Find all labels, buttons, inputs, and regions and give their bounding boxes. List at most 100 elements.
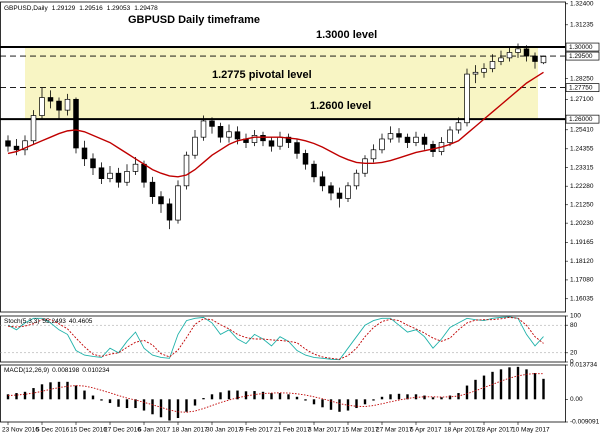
candle-body (515, 48, 521, 53)
level-label: 1.29500 (569, 53, 593, 60)
y-tick-label: 100 (570, 313, 581, 320)
macd-bar (202, 398, 205, 400)
macd-bar (491, 371, 494, 400)
candle-body (132, 163, 139, 172)
macd-bar (117, 399, 120, 407)
header-value: 1.29053 (107, 5, 131, 12)
y-tick-label: 80 (570, 322, 578, 329)
macd-bar (185, 399, 188, 412)
x-tick-label: 5 Dec 2016 (36, 427, 70, 434)
macd-bar (83, 390, 86, 400)
macd-bar (338, 399, 341, 412)
x-tick-label: 6 Jan 2017 (138, 427, 171, 434)
candle-body (328, 185, 334, 194)
header-value: 40.4605 (69, 318, 93, 325)
y-tick-label: 1.28250 (570, 75, 594, 82)
macd-bar (219, 392, 222, 400)
level-label-box (565, 51, 600, 61)
x-tick-label: 15 Dec 2016 (70, 427, 107, 434)
candle-body (5, 140, 11, 147)
candle-body (370, 149, 377, 160)
candle-body (64, 98, 71, 111)
x-tick-label: 15 Mar 2017 (342, 427, 379, 434)
macd-bar (176, 399, 180, 419)
candle-body (260, 135, 266, 142)
candle-body (30, 115, 37, 142)
candle-body (413, 136, 419, 143)
x-tick-label: 27 Mar 2017 (376, 427, 413, 434)
candle-body (387, 133, 394, 140)
macd-bar (508, 367, 511, 400)
candle-body (379, 138, 385, 151)
candle-body (39, 97, 45, 116)
macd-bar (49, 382, 52, 400)
candle-body (421, 136, 428, 145)
header-value: 1.29516 (79, 5, 103, 12)
candle-body (217, 126, 224, 138)
candle-body (124, 171, 130, 183)
x-tick-label: 10 May 2017 (512, 427, 550, 434)
macd-bar (312, 399, 316, 405)
candle-body (175, 185, 181, 221)
header-value: MACD(12,26,9) (4, 367, 49, 374)
candle-body (506, 52, 513, 59)
candle-body (311, 163, 317, 178)
candle-body (302, 153, 309, 165)
x-tick-label: 18 Jan 2017 (172, 427, 208, 434)
candle-body (226, 131, 232, 138)
macd-bar (66, 381, 69, 400)
macd-bar (287, 394, 290, 400)
candle-body (13, 145, 20, 151)
macd-bar (210, 394, 214, 400)
candle-body (98, 167, 105, 179)
y-tick-label: -0.009091 (570, 419, 600, 426)
macd-bar (23, 391, 27, 400)
candle-body (455, 122, 462, 131)
indicator-line (7, 316, 544, 360)
candle-body (149, 181, 156, 198)
macd-bar (533, 373, 537, 400)
macd-bar (414, 394, 418, 400)
level-label: 1.27750 (569, 84, 593, 91)
candle-body (166, 203, 173, 221)
candle-body (498, 57, 504, 62)
candle-body (489, 61, 496, 70)
macd-bar (372, 399, 375, 401)
x-tick-label: 21 Feb 2017 (274, 427, 311, 434)
candle-body (73, 98, 79, 149)
macd-bar (516, 366, 520, 400)
macd-bar (448, 395, 452, 400)
macd-bar (227, 390, 231, 400)
candle-body (268, 140, 275, 147)
y-tick-label: 1.21250 (570, 201, 594, 208)
candle-body (183, 154, 190, 187)
macd-bar (465, 385, 469, 400)
macd-bar (295, 396, 299, 400)
y-tick-label: 1.22280 (570, 183, 594, 190)
highlight-zone (25, 47, 538, 120)
header-value: Stoch(5,3,3) (4, 318, 39, 325)
macd-bar (363, 399, 367, 405)
macd-bar (389, 394, 392, 400)
macd-bar (380, 396, 384, 400)
macd-bar (244, 391, 248, 400)
macd-bar (423, 395, 426, 400)
macd-bar (329, 399, 333, 410)
candle-body (540, 56, 547, 64)
macd-bar (525, 369, 528, 400)
candle-body (81, 147, 88, 160)
candle-body (56, 100, 62, 111)
macd-bar (440, 397, 443, 400)
candle-body (336, 192, 343, 199)
candle-body (192, 136, 198, 156)
header-value: 1.29478 (134, 5, 158, 12)
y-tick-label: 1.27100 (570, 96, 594, 103)
x-tick-label: 9 Feb 2017 (240, 427, 273, 434)
x-tick-label: 6 Apr 2017 (410, 427, 442, 434)
macd-bar (159, 399, 163, 418)
macd-bar (108, 399, 112, 404)
macd-bar (32, 388, 35, 400)
level-label-box (565, 42, 600, 52)
